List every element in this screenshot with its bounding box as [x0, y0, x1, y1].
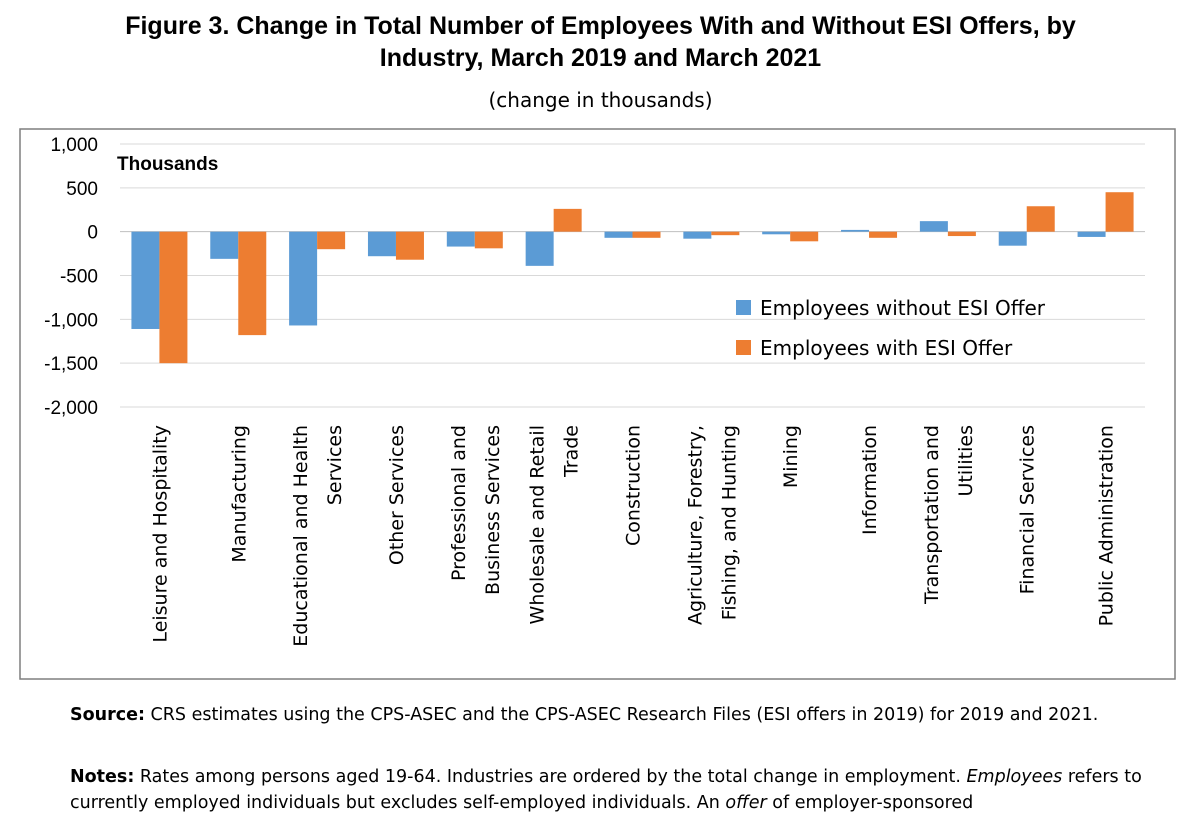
- bar-without-esi: [604, 231, 633, 238]
- source-text: CRS estimates using the CPS-ASEC and the…: [144, 705, 1099, 725]
- bar-without-esi: [841, 229, 870, 232]
- x-tick-label: Wholesale and Retail: [527, 425, 549, 624]
- bar-with-esi: [711, 231, 740, 236]
- bar-with-esi: [1105, 192, 1134, 232]
- bar-with-esi: [238, 231, 267, 336]
- notes-label: Notes:: [70, 767, 135, 787]
- y-tick-label: 1,000: [50, 135, 98, 156]
- x-tick-label: Manufacturing: [228, 425, 250, 563]
- bar-without-esi: [131, 231, 160, 329]
- bar-with-esi: [474, 231, 503, 249]
- legend: Employees without ESI Offer Employees wit…: [736, 296, 1046, 360]
- bar-without-esi: [762, 231, 791, 235]
- notes-emphasis-offer: offer: [725, 793, 767, 813]
- x-tick-label: Services: [324, 425, 346, 505]
- bar-without-esi: [210, 231, 239, 259]
- source-note: Source: CRS estimates using the CPS-ASEC…: [70, 702, 1180, 728]
- y-tick-label: -1,000: [44, 310, 98, 331]
- bar-with-esi: [1026, 206, 1055, 232]
- x-tick-label: Utilities: [955, 425, 977, 497]
- chart-frame: [19, 128, 1176, 680]
- bar-without-esi: [683, 231, 712, 239]
- y-axis-ticks: 1,000 500 0 -500 -1,000 -1,500 -2,000: [44, 135, 98, 419]
- bar-without-esi: [446, 231, 475, 247]
- y-tick-label: 500: [66, 179, 98, 200]
- bar-with-esi: [947, 231, 976, 237]
- x-tick-label: Public Administration: [1096, 425, 1118, 626]
- bar-with-esi: [159, 231, 188, 364]
- figure-title: Figure 3. Change in Total Number of Empl…: [0, 10, 1201, 74]
- bars: [131, 192, 1134, 364]
- x-tick-label: Educational and Health: [290, 425, 312, 647]
- bar-without-esi: [289, 231, 318, 326]
- legend-swatch: [736, 340, 751, 355]
- x-tick-label: Leisure and Hospitality: [149, 425, 171, 643]
- bar-with-esi: [632, 231, 661, 238]
- bar-without-esi: [525, 231, 554, 266]
- bar-without-esi: [919, 221, 948, 232]
- bar-without-esi: [367, 231, 396, 257]
- bar-with-esi: [395, 231, 424, 260]
- bar-with-esi: [317, 231, 346, 250]
- x-tick-label: Business Services: [482, 425, 504, 595]
- y-axis-label: Thousands: [117, 154, 218, 175]
- figure-title-line-1: Figure 3. Change in Total Number of Empl…: [125, 12, 1076, 40]
- x-tick-label: Construction: [623, 425, 645, 546]
- notes: Notes: Rates among persons aged 19-64. I…: [70, 764, 1180, 816]
- legend-label: Employees with ESI Offer: [760, 336, 1013, 360]
- bar-without-esi: [998, 231, 1027, 246]
- y-tick-label: -500: [60, 267, 98, 288]
- x-tick-label: Professional and: [448, 425, 470, 581]
- x-tick-label: Trade: [561, 425, 583, 478]
- notes-text-2: refers to currently employed individuals…: [70, 767, 1142, 813]
- x-tick-label: Information: [859, 425, 881, 535]
- x-tick-label: Mining: [780, 425, 802, 488]
- bar-with-esi: [869, 231, 898, 238]
- x-tick-label: Agriculture, Forestry,: [684, 425, 706, 625]
- y-tick-label: -1,500: [44, 354, 98, 375]
- figure-title-line-2: Industry, March 2019 and March 2021: [379, 44, 822, 72]
- source-label: Source:: [70, 705, 145, 725]
- notes-emphasis-employees: Employees: [966, 767, 1063, 787]
- x-axis-labels: Leisure and Hospitality Manufacturing Educ…: [149, 425, 1117, 647]
- y-tick-label: -2,000: [44, 398, 98, 419]
- x-tick-label: Financial Services: [1017, 425, 1039, 594]
- x-tick-label: Other Services: [386, 425, 408, 565]
- legend-label: Employees without ESI Offer: [760, 296, 1046, 320]
- bar-with-esi: [790, 231, 819, 242]
- figure-subtitle: (change in thousands): [488, 88, 713, 112]
- y-tick-label: 0: [87, 223, 98, 244]
- x-tick-label: Transportation and: [921, 425, 943, 605]
- bar-without-esi: [1077, 231, 1106, 237]
- bar-with-esi: [553, 208, 582, 232]
- legend-swatch: [736, 300, 751, 315]
- notes-text-3: of employer-sponsored: [766, 793, 974, 813]
- x-tick-label: Fishing, and Hunting: [718, 425, 740, 620]
- notes-text-1: Rates among persons aged 19-64. Industri…: [134, 767, 967, 787]
